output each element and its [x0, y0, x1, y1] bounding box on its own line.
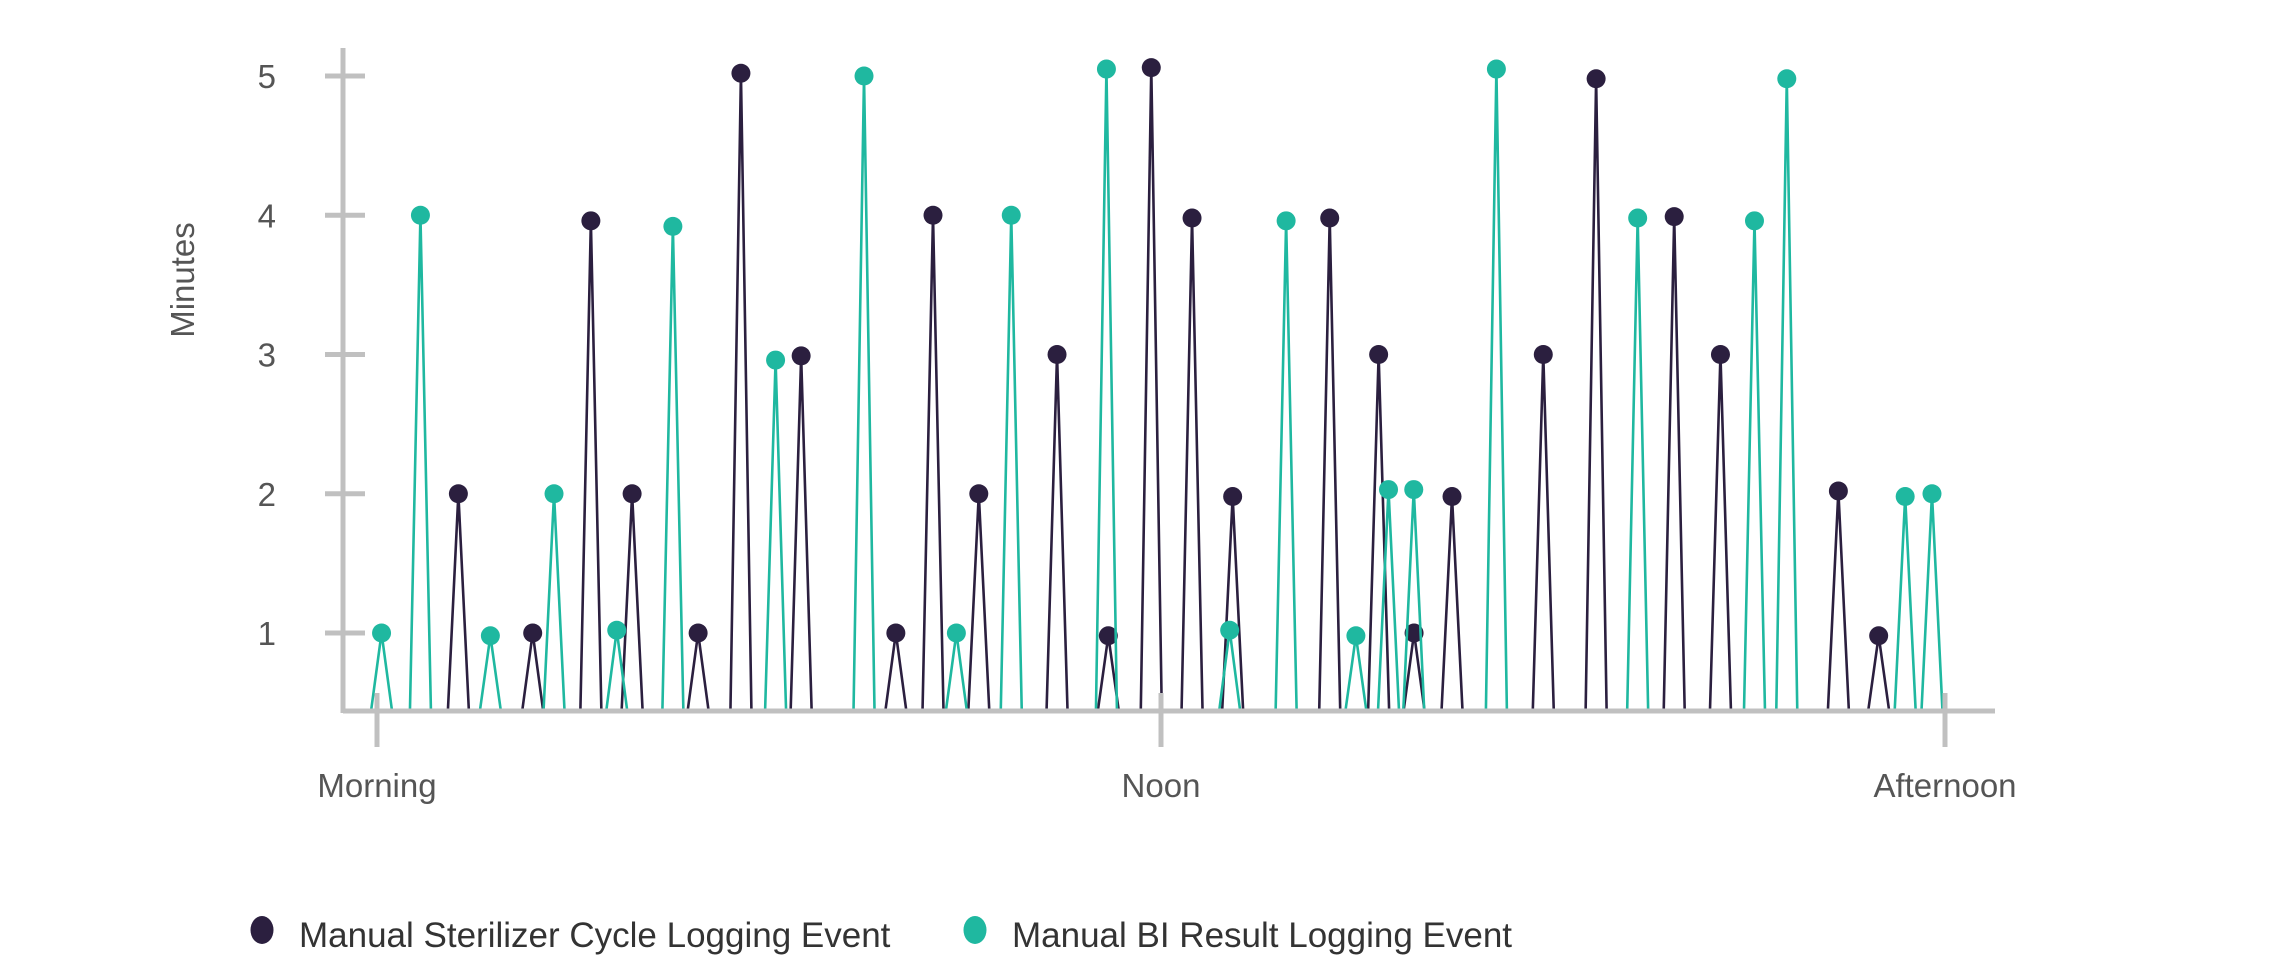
series-0-point-19	[1533, 345, 1553, 364]
series-0-point-23	[1828, 481, 1848, 501]
series-1-point-17	[1628, 208, 1648, 228]
series-1-point-18	[1744, 211, 1764, 231]
series-0-point-22	[1710, 345, 1730, 364]
legend-item-0: Manual Sterilizer Cycle Logging Event	[250, 916, 891, 955]
y-tick-label-3: 4	[258, 197, 276, 234]
series-0-point-20	[1586, 69, 1606, 89]
legend-marker-0	[250, 916, 274, 944]
series-1-point-13	[1346, 626, 1366, 646]
series-0-point-1	[523, 623, 543, 643]
legend: Manual Sterilizer Cycle Logging Event Man…	[250, 916, 1512, 955]
series-1-point-20	[1895, 487, 1915, 507]
series-1-point-10	[1096, 59, 1116, 79]
y-axis-label: Minutes	[164, 222, 201, 338]
series-0-point-16	[1369, 345, 1389, 364]
series-0-point-24	[1869, 626, 1889, 646]
series-1-point-19	[1777, 69, 1797, 89]
series-0-point-6	[791, 346, 811, 366]
series-1-point-7	[854, 66, 874, 86]
legend-label-1: Manual BI Result Logging Event	[1012, 916, 1512, 955]
series-0-point-14	[1223, 487, 1243, 507]
series-0-point-4	[688, 623, 708, 643]
y-tick-label-2: 3	[258, 337, 276, 374]
series-1-point-8	[946, 623, 966, 643]
series-0	[446, 58, 1891, 713]
series-layer	[369, 58, 1944, 713]
y-tick-label-1: 2	[258, 476, 276, 513]
series-0-point-8	[923, 205, 943, 225]
series-0-point-13	[1182, 208, 1202, 228]
series-1-point-4	[607, 620, 627, 640]
axes-layer: 1 2 3 4 5 Morning Noon Afternoon	[258, 48, 2017, 804]
series-1-point-3	[544, 484, 564, 504]
series-0-point-7	[886, 623, 906, 643]
series-1-point-0	[372, 623, 392, 643]
series-1-point-5	[663, 216, 683, 236]
series-0-point-18	[1442, 487, 1462, 507]
x-tick-label-1: Noon	[1122, 767, 1201, 804]
series-1-point-14	[1379, 480, 1399, 500]
series-1-point-16	[1486, 59, 1506, 79]
series-1-point-15	[1404, 480, 1424, 500]
series-1-point-21	[1922, 484, 1942, 504]
series-0-point-2	[581, 211, 601, 231]
series-1-point-9	[1001, 205, 1021, 225]
series-0-point-11	[1098, 626, 1118, 646]
x-tick-label-0: Morning	[317, 767, 436, 804]
series-1-point-6	[766, 350, 786, 370]
series-1-point-2	[480, 626, 500, 646]
legend-marker-1	[963, 916, 987, 944]
y-tick-label-0: 1	[258, 615, 276, 652]
series-1-point-1	[410, 205, 430, 225]
series-0-point-9	[969, 484, 989, 504]
series-1-point-11	[1220, 620, 1240, 640]
series-0-point-3	[622, 484, 642, 504]
series-0-point-15	[1320, 208, 1340, 228]
series-0-point-5	[731, 63, 751, 83]
legend-label-0: Manual Sterilizer Cycle Logging Event	[299, 916, 891, 955]
series-0-point-17	[1404, 623, 1424, 643]
x-tick-label-2: Afternoon	[1873, 767, 2016, 804]
series-0-point-0	[448, 484, 468, 504]
series-0-point-12	[1141, 58, 1161, 78]
series-1-point-12	[1276, 211, 1296, 231]
series-0-point-21	[1664, 207, 1684, 227]
y-tick-label-4: 5	[258, 58, 276, 95]
legend-item-1: Manual BI Result Logging Event	[963, 916, 1512, 955]
series-0-point-10	[1047, 345, 1067, 364]
